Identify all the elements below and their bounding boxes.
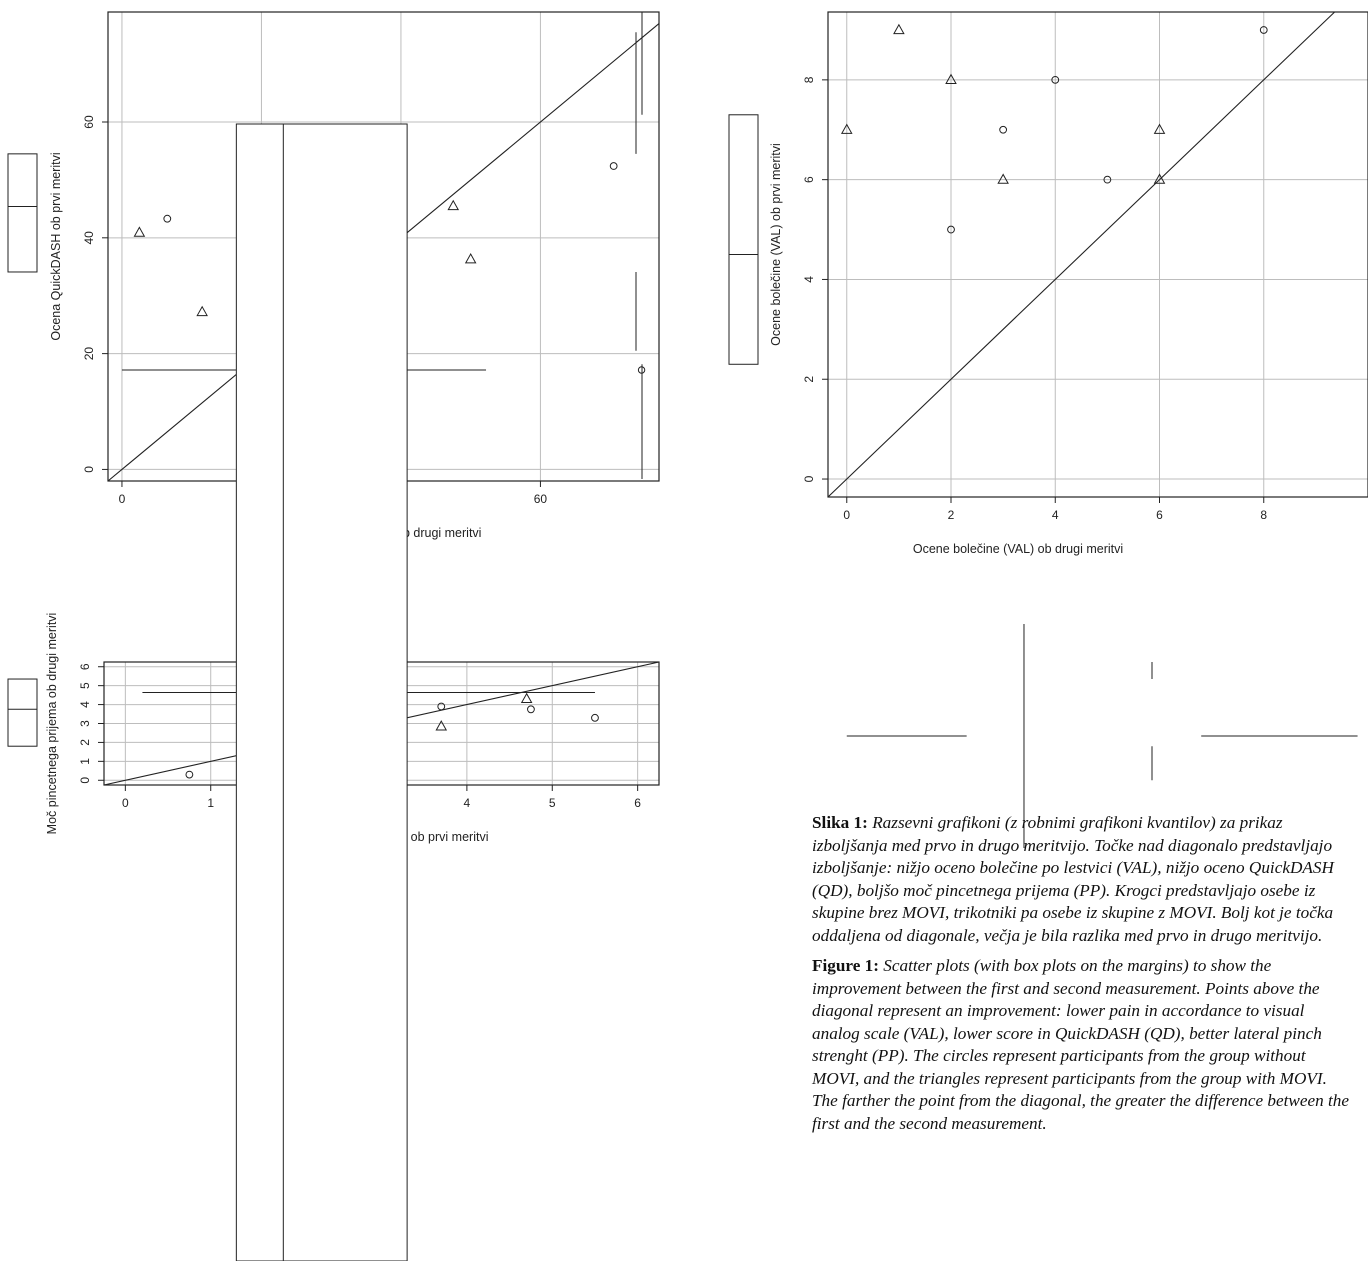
data-point-circle [999,125,1008,134]
data-point-circle [185,770,194,779]
x-tick-label: 0 [843,508,850,522]
y-tick-label: 20 [82,347,96,361]
data-point-triangle [133,226,146,237]
x-tick-label: 4 [464,796,471,810]
y-axis-label: Ocene bolečine (VAL) ob prvi meritvi [769,143,783,346]
y-tick-label: 4 [78,701,92,708]
data-point-triangle [1153,173,1166,184]
x-tick-label: 6 [634,796,641,810]
y-tick-label: 40 [82,231,96,245]
x-tick-label: 8 [1260,508,1267,522]
y-tick-label: 1 [78,758,92,765]
chart-pinch-strength: 01234560123456Moč pincetnega prijema ob … [7,123,1153,1261]
caption-english-label: Figure 1: [812,956,879,975]
x-tick-label: 5 [549,796,556,810]
caption-slovene-label: Slika 1: [812,813,868,832]
y-box [7,153,38,273]
y-tick-label: 6 [802,176,816,183]
y-tick-label: 0 [82,466,96,473]
data-point-circle [947,225,955,234]
caption-english-text: Scatter plots (with box plots on the mar… [812,956,1349,1133]
y-box [728,114,759,365]
data-point-circle [437,702,446,711]
x-axis-label: Ocene bolečine (VAL) ob drugi meritvi [913,542,1123,556]
x-tick-label: 2 [948,508,955,522]
y-axis-label: Moč pincetnega prijema ob drugi meritvi [45,613,59,835]
data-point-triangle [196,305,208,317]
data-point-triangle [893,23,905,35]
data-point-triangle [997,173,1009,184]
y-tick-label: 60 [82,115,96,129]
x-tick-label: 0 [122,796,129,810]
data-point-triangle [520,692,533,704]
data-point-circle [163,214,172,223]
x-box [235,123,408,1261]
y-tick-label: 6 [78,663,92,670]
data-point-triangle [840,123,853,134]
data-point-circle [609,162,618,170]
caption-english: Figure 1: Scatter plots (with box plots … [812,955,1352,1135]
data-point-triangle [1153,123,1166,134]
data-point-circle [591,713,599,722]
x-tick-label: 1 [207,796,214,810]
y-tick-label: 2 [78,739,92,746]
chart-pain-val: 0 2 4 6 8 0 2 4 6 8 Ocene bolečine (VAL) ob drugi … [641,11,1368,848]
figure-caption: Slika 1: Razsevni grafikoni (z robnimi g… [812,812,1352,1143]
y-tick-label: 0 [802,475,816,482]
y-tick-label: 3 [78,720,92,727]
x-tick-label: 60 [534,492,548,506]
plot-frame [827,11,1368,498]
x-tick-label: 6 [1156,508,1163,522]
y-axis-label: Ocena QuickDASH ob prvi meritvi [49,152,63,340]
diagonal-line [827,11,1336,498]
x-tick-label: 4 [1052,508,1059,522]
y-box [7,678,38,747]
y-tick-label: 0 [78,777,92,784]
data-point-triangle [945,73,957,85]
data-point-triangle [464,253,477,264]
data-point-circle [1259,26,1268,34]
data-point-triangle [435,720,448,731]
y-tick-label: 2 [802,376,816,383]
y-tick-label: 4 [802,276,816,283]
data-point-triangle [447,199,460,211]
caption-slovene-text: Razsevni grafikoni (z robnimi grafikoni … [812,813,1334,945]
y-tick-label: 5 [78,682,92,689]
caption-slovene: Slika 1: Razsevni grafikoni (z robnimi g… [812,812,1352,947]
x-tick-label: 0 [119,492,126,506]
data-point-circle [1051,75,1060,84]
data-point-circle [527,705,535,714]
data-point-circle [1103,175,1112,184]
y-tick-label: 8 [802,76,816,83]
